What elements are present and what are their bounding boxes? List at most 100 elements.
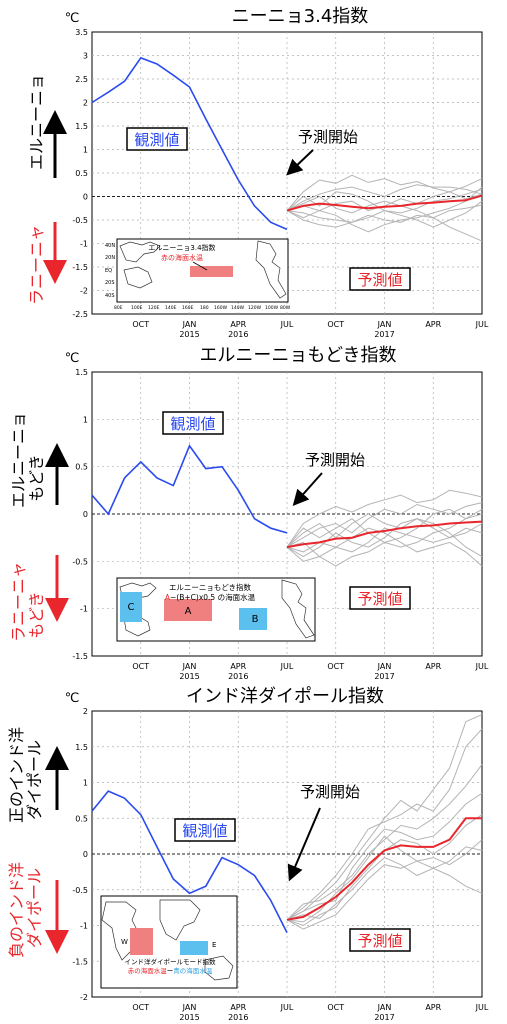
forecast-label: 予測値 (357, 932, 402, 950)
x-tick-label: JAN (377, 320, 392, 329)
forecast-start-label: 予測開始 (300, 783, 360, 801)
ensemble-mean-line (286, 520, 483, 549)
inset-lon-label: 100W (265, 305, 279, 311)
ensemble-member-line (286, 502, 483, 548)
x-tick-label: OCT (327, 320, 344, 329)
inset-lat-label: 20S (105, 280, 115, 286)
up-label: エルニーニョ (27, 74, 46, 170)
forecast-label: 予測値 (357, 590, 402, 608)
x-tick-label: APR (425, 1003, 441, 1012)
forecast-start-arrow (287, 807, 321, 882)
inset-title: エルニーニョもどき指数 (169, 582, 252, 592)
inset-lat-label: EQ (105, 268, 112, 274)
y-tick-label: -1.5 (72, 263, 88, 272)
y-tick-label: 1.5 (75, 122, 88, 131)
chart-title: エルニーニョもどき指数 (199, 345, 396, 366)
x-tick-label: OCT (327, 1003, 344, 1012)
up-label-line2: もどき (27, 454, 46, 501)
x-tick-label: JUL (475, 320, 489, 329)
y-tick-label: 1.5 (75, 743, 88, 752)
up-label-line1: エルニーニョ (9, 412, 28, 508)
inset-caption: 赤の海面水温ー青の海面水温 (128, 966, 213, 975)
y-tick-label: -1.5 (72, 652, 88, 661)
ensemble-member-line (286, 792, 483, 921)
inset-lon-label: 140W (231, 305, 245, 311)
observed-label-box (174, 818, 236, 842)
ensemble-member-line (286, 764, 483, 921)
inset-lon-label: 100E (131, 305, 143, 311)
inset-title: インド洋ダイポールモード指数 (125, 957, 217, 966)
inset-box-label: B (252, 614, 259, 625)
inset-subtitle: 赤の海面水温 (161, 253, 203, 262)
inset-map: C A B エルニーニョもどき指数 A−(B+C)x0.5 の海面水温 (116, 577, 316, 642)
down-label: ラニーニャ (27, 225, 46, 305)
y-tick-label: 2 (83, 707, 88, 716)
ensemble-member-line (286, 835, 483, 923)
x-tick-label: APR (230, 1003, 246, 1012)
forecast-label: 予測値 (357, 271, 402, 289)
observed-label-box (126, 127, 188, 151)
ensemble-member-line (286, 728, 483, 921)
inset-box-label: E (212, 941, 216, 949)
inset-lon-label: 120E (148, 305, 160, 311)
forecast-start-arrow (286, 149, 314, 176)
y-tick-label: 2 (83, 99, 88, 108)
inset-map: エルニーニョ3.4指数 赤の海面水温 40N 20N EQ 20S 40S 80… (105, 238, 291, 311)
ensemble-member-line (286, 518, 483, 558)
forecast-label-box (349, 267, 411, 291)
unit-label: ℃ (65, 691, 80, 706)
observed-line (91, 790, 288, 933)
inset-box-a (164, 599, 212, 621)
inset-lat-label: 40S (105, 293, 115, 299)
inset-box-c (120, 592, 142, 622)
y-tick-label: -0.5 (72, 886, 88, 895)
y-tick-label: 0.5 (75, 463, 88, 472)
x-year-label: 2017 (374, 672, 394, 681)
inset-lon-label: 80W (280, 305, 291, 311)
y-tick-label: 0.5 (75, 169, 88, 178)
unit-label: ℃ (65, 351, 80, 366)
x-tick-label: OCT (132, 1003, 149, 1012)
forecast-start-label: 予測開始 (298, 128, 358, 146)
ensemble-member-line (286, 527, 483, 567)
forecast-start-label: 予測開始 (305, 451, 365, 469)
x-tick-label: JUL (475, 662, 489, 671)
inset-lon-label: 80E (114, 305, 123, 311)
up-label-line2: ダイポール (25, 740, 44, 820)
ensemble-member-line (286, 204, 483, 223)
x-tick-label: APR (230, 320, 246, 329)
ensemble-mean-line (286, 817, 482, 921)
forecast-start-arrow (292, 472, 323, 506)
x-tick-label: JUL (280, 1003, 294, 1012)
down-label-line2: もどき (27, 591, 46, 638)
observed-label: 観測値 (134, 131, 179, 149)
x-year-label: 2017 (374, 330, 394, 339)
x-year-label: 2016 (228, 672, 248, 681)
y-tick-label: -2.5 (72, 310, 88, 319)
x-tick-label: APR (230, 662, 246, 671)
observed-label: 観測値 (182, 822, 227, 840)
down-label-line1: 負のインド洋 (7, 862, 26, 958)
forecast-label-box (349, 928, 411, 952)
y-tick-label: 3 (83, 52, 88, 61)
down-label-line2: ダイポール (25, 868, 44, 948)
ensemble-member-line (286, 513, 483, 558)
observed-label: 観測値 (170, 415, 215, 433)
y-tick-label: 1 (83, 415, 88, 424)
y-tick-label: -1 (80, 605, 88, 614)
ensemble-member-line (286, 195, 483, 242)
x-tick-label: JAN (182, 1003, 197, 1012)
ensemble-member-line (286, 191, 483, 228)
inset-box-b (239, 608, 267, 630)
inset-map: W E インド洋ダイポールモード指数 赤の海面水温ー青の海面水温 (100, 895, 238, 989)
x-tick-label: APR (425, 662, 441, 671)
ensemble-member-line (286, 714, 483, 921)
y-tick-label: 0 (83, 193, 88, 202)
unit-label: ℃ (65, 11, 80, 26)
x-tick-label: JAN (377, 1003, 392, 1012)
x-year-label: 2015 (179, 1013, 199, 1022)
ensemble-member-line (286, 186, 483, 233)
